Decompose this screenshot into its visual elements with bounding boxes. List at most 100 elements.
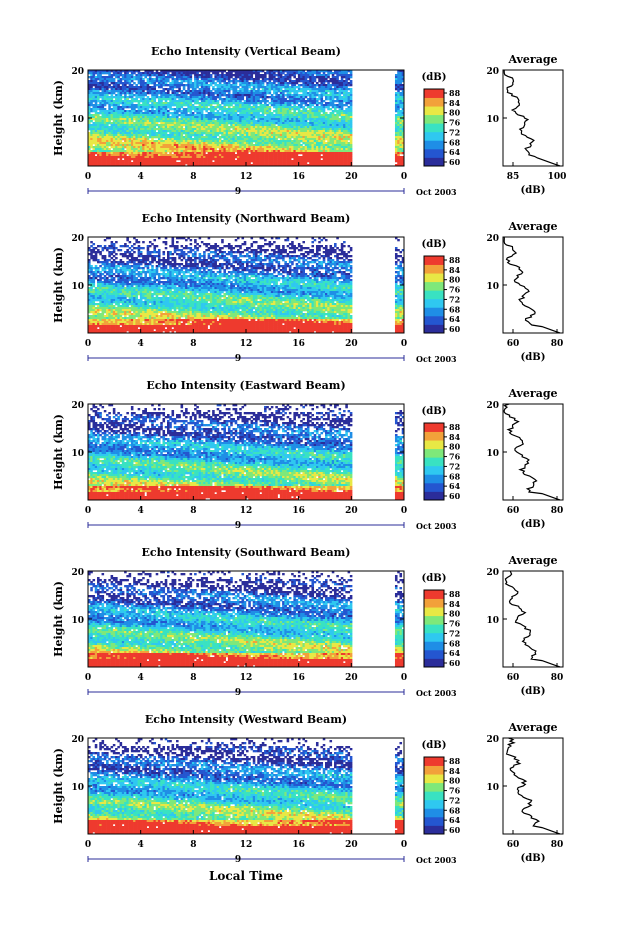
heatmap-cell xyxy=(142,158,145,161)
heatmap-cell xyxy=(207,124,211,127)
heatmap-cell xyxy=(90,116,93,119)
heatmap-cell xyxy=(139,76,143,79)
heatmap-cell xyxy=(221,98,224,101)
heatmap-cell xyxy=(284,84,287,87)
heatmap-cell xyxy=(212,136,215,139)
heatmap-cell xyxy=(126,136,129,139)
heatmap-cell xyxy=(148,126,152,129)
heatmap-cell xyxy=(338,114,342,117)
heatmap-cell xyxy=(248,126,251,129)
heatmap-cell xyxy=(255,122,258,125)
heatmap-cell xyxy=(394,94,398,97)
heatmap-cell xyxy=(252,130,256,133)
heatmap-cell xyxy=(295,136,299,139)
heatmap-cell xyxy=(295,108,299,111)
heatmap-cell xyxy=(108,140,111,143)
heatmap-cell xyxy=(108,108,111,111)
heatmap-cell xyxy=(157,84,161,87)
heatmap-cell xyxy=(270,136,274,139)
heatmap-cell xyxy=(99,70,102,73)
heatmap-cell xyxy=(191,150,195,153)
heatmap-cell xyxy=(185,78,188,81)
heatmap-cell xyxy=(322,120,326,123)
heatmap-cell xyxy=(139,72,143,75)
heatmap-cell xyxy=(207,98,211,101)
heatmap-cell xyxy=(209,156,213,159)
heatmap-cell xyxy=(124,150,127,153)
heatmap-cell xyxy=(187,126,190,129)
heatmap-cell xyxy=(212,156,215,159)
heatmap-cell xyxy=(189,120,193,123)
heatmap-cell xyxy=(162,96,166,99)
heatmap-cell xyxy=(401,144,405,147)
heatmap-cell xyxy=(318,84,321,87)
heatmap-cell xyxy=(288,108,292,111)
heatmap-cell xyxy=(198,104,202,107)
heatmap-cell xyxy=(243,102,247,105)
heatmap-cell xyxy=(250,72,254,75)
heatmap-cell xyxy=(212,110,215,113)
heatmap-cell xyxy=(246,120,249,123)
heatmap-cell xyxy=(246,74,249,77)
heatmap-cell xyxy=(173,144,177,147)
heatmap-cell xyxy=(279,78,283,81)
heatmap-cell xyxy=(160,90,163,93)
heatmap-cell xyxy=(345,100,348,103)
heatmap-cell xyxy=(162,130,166,133)
heatmap-cell xyxy=(164,78,168,81)
heatmap-cell xyxy=(146,72,150,75)
heatmap-cell xyxy=(101,122,105,125)
heatmap-cell xyxy=(401,90,405,93)
heatmap-cell xyxy=(194,76,197,79)
heatmap-cell xyxy=(112,116,116,119)
heatmap-cell xyxy=(284,118,287,121)
heatmap-cell xyxy=(223,122,226,125)
heatmap-cell xyxy=(110,112,114,115)
heatmap-cell xyxy=(250,144,254,147)
heatmap-cell xyxy=(318,152,321,155)
heatmap-cell xyxy=(151,124,154,127)
heatmap-cell xyxy=(108,96,111,99)
heatmap-cell xyxy=(225,136,229,139)
heatmap-cell xyxy=(112,110,116,113)
heatmap-cell xyxy=(291,86,294,89)
heatmap-cell xyxy=(309,78,312,81)
heatmap-cell xyxy=(187,158,190,161)
heatmap-cell xyxy=(214,106,217,109)
heatmap-cell xyxy=(282,102,285,105)
heatmap-cell xyxy=(243,106,247,109)
heatmap-cell xyxy=(221,86,224,89)
heatmap-cell xyxy=(327,90,330,93)
heatmap-cell xyxy=(135,76,138,79)
heatmap-cell xyxy=(261,88,265,91)
heatmap-cell xyxy=(198,80,202,83)
heatmap-cell xyxy=(142,98,145,101)
heatmap-cell xyxy=(203,86,206,89)
heatmap-cell xyxy=(311,140,315,143)
heatmap-cell xyxy=(146,106,150,109)
heatmap-cell xyxy=(273,134,276,137)
heatmap-cell xyxy=(189,132,193,135)
heatmap-cell xyxy=(318,136,321,139)
heatmap-cell xyxy=(88,116,91,119)
heatmap-cell xyxy=(273,76,276,79)
heatmap-cell xyxy=(261,98,265,101)
heatmap-cell xyxy=(318,86,321,89)
heatmap-cell xyxy=(88,70,91,73)
heatmap-cell xyxy=(345,114,348,117)
heatmap-cell xyxy=(124,80,127,83)
heatmap-cell xyxy=(248,128,251,131)
heatmap-cell xyxy=(198,124,202,127)
heatmap-cell xyxy=(255,114,258,117)
heatmap-cell xyxy=(234,84,238,87)
heatmap-cell xyxy=(108,72,111,75)
heatmap-cell xyxy=(205,96,208,99)
heatmap-cell xyxy=(151,146,154,149)
heatmap-cell xyxy=(176,72,179,75)
heatmap-cell xyxy=(164,112,168,115)
heatmap-cell xyxy=(336,96,339,99)
heatmap-cell xyxy=(300,116,303,119)
heatmap-cell xyxy=(212,128,215,131)
heatmap-cell xyxy=(126,158,129,161)
heatmap-cell xyxy=(198,84,202,87)
